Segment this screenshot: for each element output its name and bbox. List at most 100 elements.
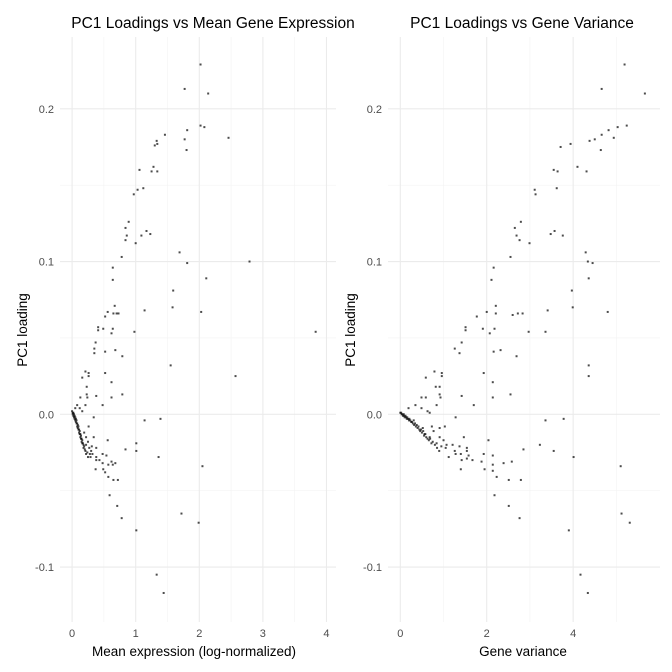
- data-point: [460, 394, 463, 397]
- data-point: [438, 385, 441, 388]
- data-point: [460, 459, 463, 462]
- data-point: [140, 234, 143, 237]
- x-tick-labels: 0 2 4: [397, 628, 576, 640]
- data-point: [430, 425, 433, 428]
- x-axis-label: Mean expression (log-normalized): [92, 644, 296, 659]
- data-point: [587, 375, 590, 378]
- data-point: [607, 129, 610, 132]
- chart-title: PC1 Loadings vs Gene Variance: [410, 15, 634, 32]
- y-tick-label: 0.2: [39, 104, 54, 116]
- data-point: [422, 430, 425, 433]
- data-point: [499, 349, 502, 352]
- data-point: [576, 165, 579, 168]
- data-point: [78, 431, 81, 434]
- data-point: [172, 289, 175, 292]
- data-point: [199, 63, 202, 66]
- data-point: [492, 350, 495, 353]
- data-point: [84, 449, 87, 452]
- data-point: [434, 385, 437, 388]
- x-tick-label: 2: [484, 628, 490, 640]
- data-point: [444, 446, 447, 449]
- data-point: [493, 494, 496, 497]
- data-point: [107, 463, 110, 466]
- data-point: [105, 454, 108, 457]
- panel-gene-variance: -0.1 0.0 0.1 0.2 0 2 4 PC1 Loadings vs Gene V…: [343, 15, 660, 659]
- data-point: [197, 521, 200, 524]
- data-point: [135, 529, 138, 532]
- data-point: [83, 431, 86, 434]
- data-point: [76, 427, 79, 430]
- data-point: [125, 234, 128, 237]
- data-point: [87, 372, 90, 375]
- data-point: [528, 242, 531, 245]
- data-point: [201, 465, 204, 468]
- data-point: [507, 478, 510, 481]
- data-point: [248, 260, 251, 263]
- data-point: [83, 448, 86, 451]
- data-point: [556, 170, 559, 173]
- data-point: [616, 126, 619, 129]
- data-point: [98, 459, 101, 462]
- data-point: [84, 404, 87, 407]
- scatter-points: [399, 63, 646, 594]
- data-point: [116, 478, 119, 481]
- data-point: [467, 454, 470, 457]
- data-point: [85, 385, 88, 388]
- data-point: [579, 573, 582, 576]
- data-point: [606, 310, 609, 313]
- data-point: [90, 445, 93, 448]
- data-point: [410, 420, 413, 423]
- data-point: [485, 310, 488, 313]
- data-point: [507, 504, 510, 507]
- data-point: [415, 423, 418, 426]
- data-point: [120, 517, 123, 520]
- data-point: [420, 396, 423, 399]
- data-point: [612, 136, 615, 139]
- data-point: [510, 460, 513, 463]
- data-point: [483, 468, 486, 471]
- x-tick-label: 2: [196, 628, 202, 640]
- data-point: [124, 226, 127, 229]
- data-point: [472, 404, 475, 407]
- data-point: [458, 352, 461, 355]
- data-point: [76, 404, 79, 407]
- y-tick-labels: -0.1 0.0 0.1 0.2: [363, 104, 382, 574]
- data-point: [186, 129, 189, 132]
- data-point: [156, 142, 159, 145]
- data-point: [464, 326, 467, 329]
- data-point: [163, 133, 166, 136]
- data-point: [79, 434, 82, 437]
- data-point: [475, 315, 478, 318]
- data-point: [155, 139, 158, 142]
- data-point: [438, 449, 441, 452]
- data-point: [404, 416, 407, 419]
- data-point: [117, 312, 120, 315]
- data-point: [200, 310, 203, 313]
- y-tick-label: 0.0: [39, 409, 54, 421]
- y-tick-label: 0.0: [367, 409, 382, 421]
- data-point: [114, 462, 117, 465]
- data-point: [509, 393, 512, 396]
- data-point: [186, 262, 189, 265]
- data-point: [409, 419, 412, 422]
- data-point: [587, 364, 590, 367]
- data-point: [420, 407, 423, 410]
- data-point: [78, 428, 81, 431]
- data-point: [591, 262, 594, 265]
- data-point: [111, 266, 114, 269]
- data-point: [77, 425, 80, 428]
- data-point: [132, 193, 135, 196]
- data-point: [454, 452, 457, 455]
- data-point: [494, 312, 497, 315]
- data-point: [97, 329, 100, 332]
- data-point: [84, 370, 87, 373]
- data-point: [442, 439, 445, 442]
- data-point: [458, 445, 461, 448]
- data-point: [85, 443, 88, 446]
- data-point: [87, 375, 90, 378]
- data-point: [110, 460, 113, 463]
- data-point: [600, 87, 603, 90]
- data-point: [511, 313, 514, 316]
- data-point: [549, 233, 552, 236]
- data-point: [97, 326, 100, 329]
